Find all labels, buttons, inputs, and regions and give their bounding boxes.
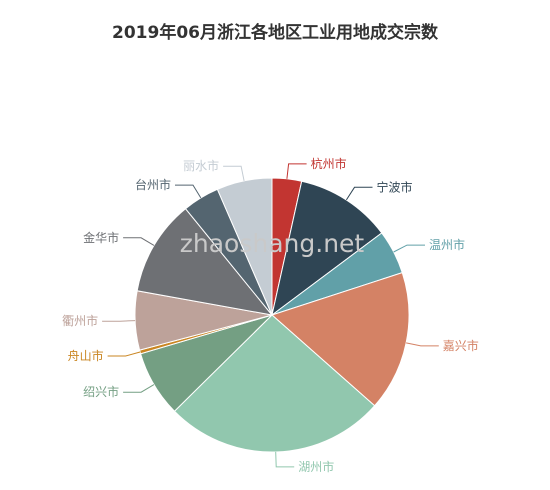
- pie-label-6: 舟山市: [68, 348, 104, 363]
- pie-label-0: 杭州市: [311, 156, 347, 171]
- pie-slice-1[interactable]: [271, 180, 383, 317]
- pie-leader-line-0: [286, 163, 307, 179]
- pie-label-5: 绍兴市: [83, 384, 119, 399]
- pie-slices: [134, 177, 410, 453]
- pie-label-1: 宁波市: [377, 179, 413, 194]
- pie-slice-3[interactable]: [271, 272, 410, 407]
- pie-leader-line-1: [345, 186, 373, 201]
- watermark: zhaoshang.net: [180, 229, 365, 258]
- pie-leader-line-3: [406, 342, 439, 347]
- chart-title: 2019年06月浙江各地区工业用地成交宗数: [112, 22, 439, 43]
- pie-leader-line-4: [275, 451, 295, 468]
- pie-label-7: 衢州市: [62, 313, 98, 328]
- pie-leader-line-6: [107, 351, 141, 357]
- pie-label-4: 湖州市: [298, 459, 334, 474]
- pie-leader-line-9: [175, 184, 202, 199]
- pie-leader-line-2: [393, 244, 425, 253]
- pie-leader-line-10: [223, 165, 245, 181]
- pie-label-3: 嘉兴市: [443, 338, 479, 353]
- pie-leader-line-5: [123, 384, 155, 393]
- pie-leader-line-7: [102, 320, 136, 322]
- pie-leader-line-8: [123, 237, 155, 246]
- pie-label-2: 温州市: [429, 237, 465, 252]
- pie-label-9: 台州市: [135, 177, 171, 192]
- pie-label-10: 丽水市: [183, 158, 219, 173]
- pie-label-8: 金华市: [83, 230, 119, 245]
